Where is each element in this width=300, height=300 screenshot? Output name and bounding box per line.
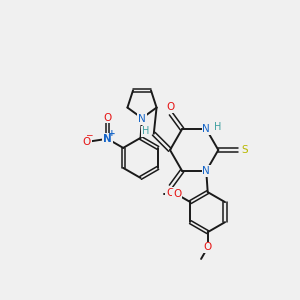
Text: O: O: [82, 137, 91, 147]
Text: S: S: [242, 145, 248, 155]
Text: −: −: [85, 130, 92, 139]
Text: O: O: [166, 188, 174, 198]
Text: N: N: [202, 124, 210, 134]
Text: N: N: [138, 114, 146, 124]
Text: H: H: [214, 122, 221, 132]
Text: N: N: [103, 134, 112, 144]
Text: +: +: [108, 129, 116, 138]
Text: H: H: [142, 126, 149, 136]
Text: O: O: [204, 242, 212, 253]
Text: O: O: [173, 190, 181, 200]
Text: O: O: [103, 112, 112, 123]
Text: N: N: [202, 166, 210, 176]
Text: O: O: [166, 102, 174, 112]
